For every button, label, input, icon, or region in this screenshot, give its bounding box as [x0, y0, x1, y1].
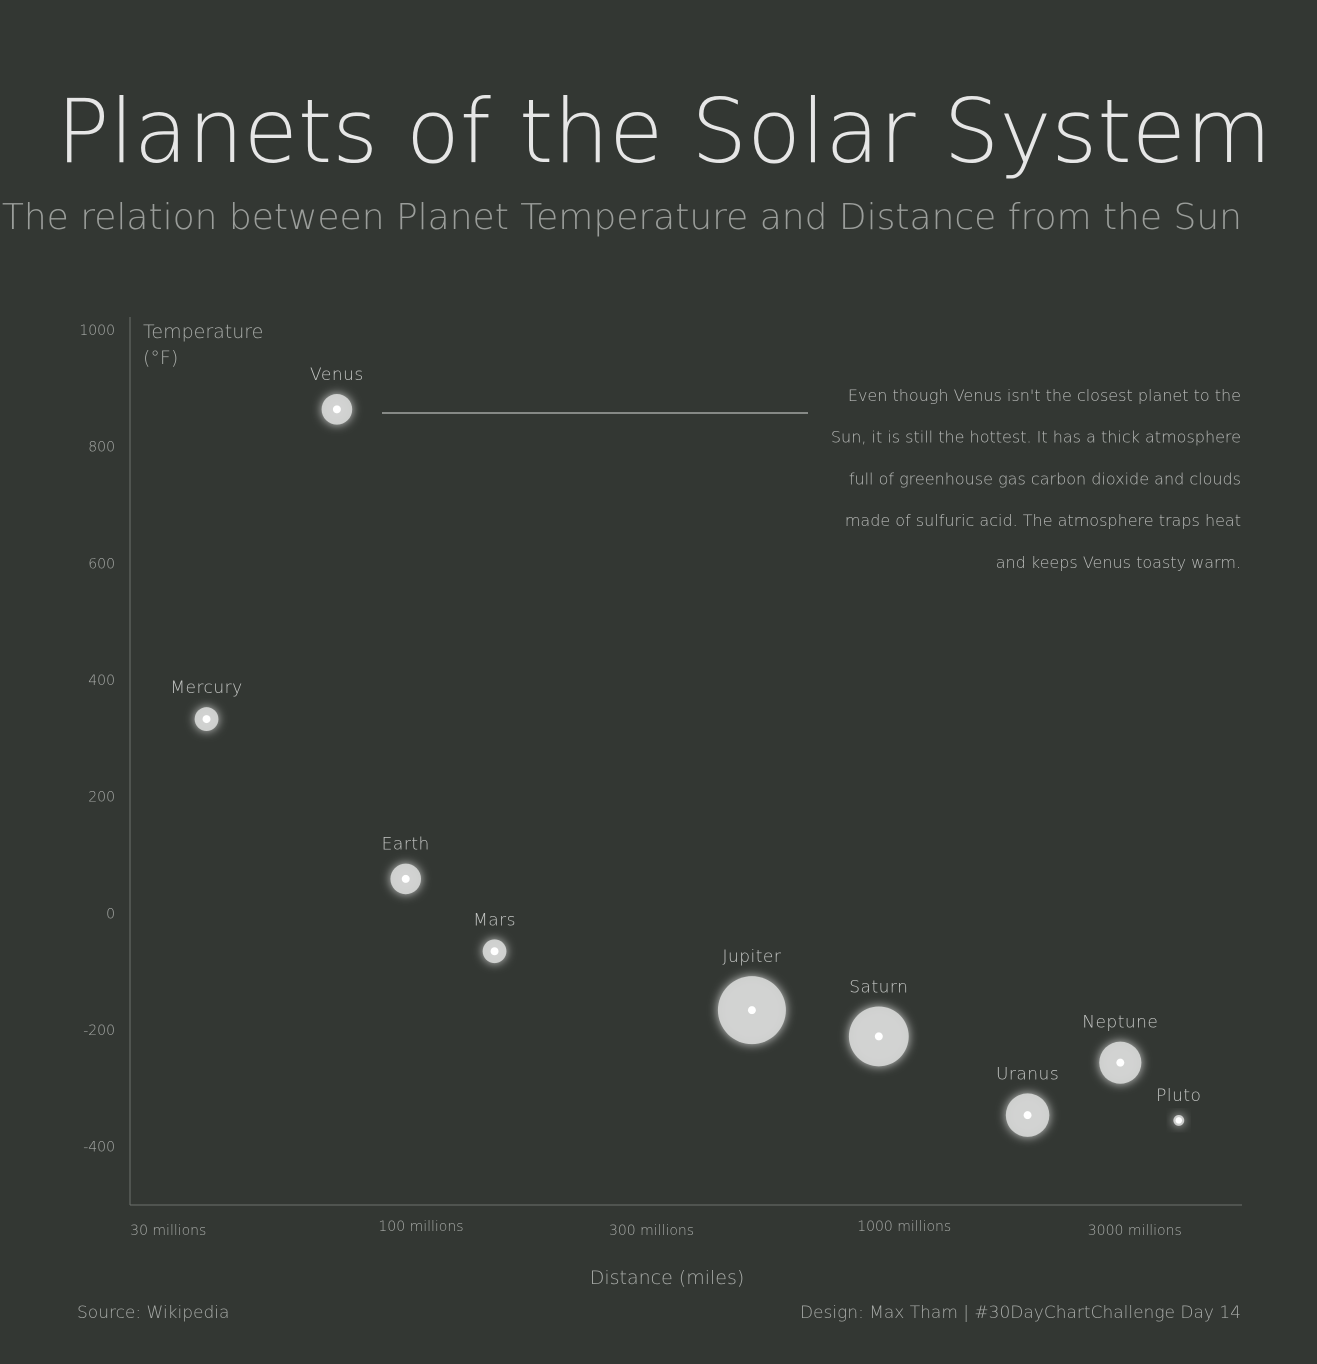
planet-label: Earth — [382, 835, 430, 855]
chart-title: Planets of the Solar System — [56, 80, 1271, 183]
y-tick-labels: 1000 800 600 400 200 0 -200 -400 — [79, 323, 115, 1156]
x-tick-label: 3000 millions — [1088, 1223, 1182, 1239]
planet-label: Jupiter — [722, 947, 781, 967]
planet-label: Mercury — [170, 678, 242, 698]
planet-point-neptune: Neptune — [1082, 1013, 1158, 1084]
planet-point-mars: Mars — [473, 910, 516, 964]
planet-label: Neptune — [1082, 1013, 1158, 1033]
planet-core — [490, 947, 499, 956]
annotation-line: Even though Venus isn't the closest plan… — [848, 386, 1241, 405]
x-axis-title: Distance (miles) — [590, 1267, 745, 1289]
planet-points: Mercury Venus Earth Mars Jupiter Saturn Uranus… — [170, 365, 1201, 1137]
y-axis-title: Temperature (°F) — [143, 321, 269, 369]
y-axis-title-line-2: (°F) — [143, 347, 178, 369]
planet-point-jupiter: Jupiter — [717, 947, 786, 1045]
x-tick-label: 30 millions — [130, 1223, 206, 1239]
annotation-line: made of sulfuric acid. The atmosphere tr… — [845, 511, 1241, 530]
annotation-text: Even though Venus isn't the closest plan… — [831, 386, 1241, 572]
x-tick-label: 100 millions — [378, 1219, 463, 1235]
planet-label: Uranus — [996, 1064, 1059, 1084]
y-tick-label: 200 — [88, 790, 115, 806]
planet-point-saturn: Saturn — [848, 977, 909, 1067]
y-tick-label: 0 — [106, 906, 115, 922]
planet-core — [332, 405, 341, 414]
planet-point-earth: Earth — [382, 835, 430, 895]
planet-core — [747, 1006, 756, 1015]
y-tick-label: -400 — [83, 1140, 115, 1156]
y-axis-title-line-1: Temperature — [143, 321, 263, 343]
planet-point-mercury: Mercury — [170, 678, 242, 731]
planet-point-uranus: Uranus — [996, 1064, 1059, 1137]
planet-core — [401, 874, 410, 883]
planet-core — [1023, 1111, 1032, 1120]
y-tick-label: 1000 — [79, 323, 115, 339]
y-tick-label: 800 — [88, 440, 115, 456]
planet-label: Saturn — [849, 977, 908, 997]
x-tick-label: 300 millions — [609, 1223, 694, 1239]
planet-core — [1175, 1117, 1183, 1124]
planet-point-venus: Venus — [310, 365, 364, 425]
y-tick-label: -200 — [83, 1023, 115, 1039]
x-tick-labels: 30 millions 100 millions 300 millions 1000 … — [130, 1219, 1182, 1239]
planet-point-pluto: Pluto — [1156, 1086, 1201, 1126]
y-tick-label: 400 — [88, 673, 115, 689]
planet-core — [874, 1032, 883, 1041]
source-note: Source: Wikipedia — [77, 1303, 229, 1323]
planet-label: Venus — [310, 365, 364, 385]
y-tick-label: 600 — [88, 556, 115, 572]
annotation-line: full of greenhouse gas carbon dioxide an… — [849, 469, 1241, 488]
design-credit: Design: Max Tham | #30DayChartChallenge … — [800, 1303, 1241, 1323]
planet-label: Pluto — [1156, 1086, 1201, 1106]
planet-core — [1116, 1058, 1125, 1067]
chart-subtitle: The relation between Planet Temperature … — [2, 197, 1242, 238]
planet-core — [202, 715, 211, 724]
annotation-line: and keeps Venus toasty warm. — [996, 553, 1241, 572]
annotation-line: Sun, it is still the hottest. It has a t… — [831, 428, 1241, 447]
x-tick-label: 1000 millions — [857, 1219, 951, 1235]
planet-label: Mars — [473, 910, 516, 930]
